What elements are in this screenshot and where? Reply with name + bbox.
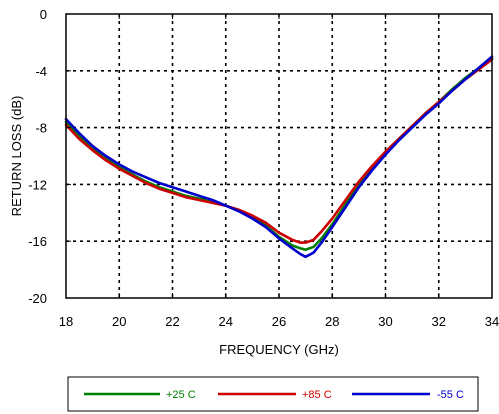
x-tick-label: 24	[219, 314, 233, 329]
y-axis-title: RETURN LOSS (dB)	[9, 96, 24, 217]
x-tick-label: 34	[485, 314, 499, 329]
legend-label: +85 C	[302, 389, 332, 401]
x-tick-labels: 18 20 22 24 26 28 30 32 34	[59, 314, 499, 329]
x-tick-label: 26	[272, 314, 286, 329]
x-tick-label: 18	[59, 314, 73, 329]
legend-label: +25 C	[166, 389, 196, 401]
y-tick-label: -8	[35, 121, 47, 136]
y-tick-label: -16	[28, 234, 47, 249]
axis-ticks	[65, 13, 493, 299]
x-tick-label: 28	[325, 314, 339, 329]
x-axis-title: FREQUENCY (GHz)	[219, 342, 339, 357]
x-tick-label: 20	[112, 314, 126, 329]
legend-label: -55 C	[437, 389, 464, 401]
x-tick-label: 30	[378, 314, 392, 329]
legend: +25 C +85 C -55 C	[84, 389, 464, 401]
y-tick-label: 0	[40, 7, 47, 22]
y-tick-label: -12	[28, 177, 47, 192]
series-lines	[64, 55, 494, 259]
series-line	[64, 55, 494, 259]
x-tick-label: 22	[165, 314, 179, 329]
x-tick-label: 32	[432, 314, 446, 329]
grid-lines	[66, 14, 492, 298]
y-tick-labels: 0 -4 -8 -12 -16 -20	[28, 7, 47, 306]
y-tick-label: -20	[28, 291, 47, 306]
y-tick-label: -4	[35, 64, 47, 79]
